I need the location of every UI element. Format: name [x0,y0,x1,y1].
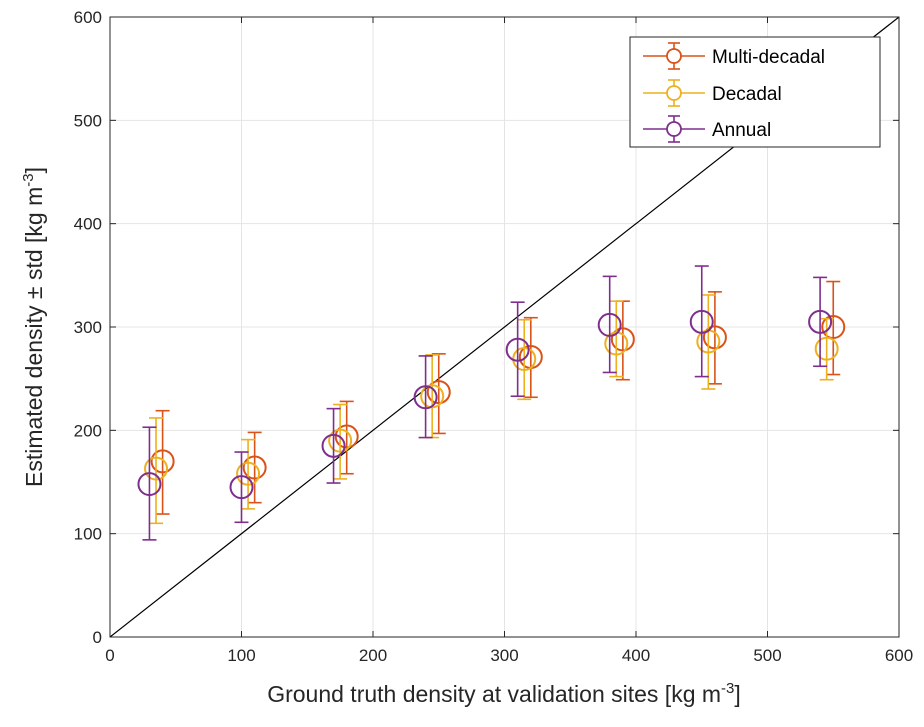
data-point [321,433,346,458]
x-axis-title-sup: -3 [721,680,734,697]
y-tick-label: 100 [74,525,102,544]
legend-label: Multi-decadal [712,47,825,68]
data-point [413,385,438,410]
x-axis-title: Ground truth density at validation sites… [267,680,741,707]
y-tick-label: 400 [74,215,102,234]
y-tick-label: 200 [74,421,102,440]
y-axis-title-end: ] [21,167,47,173]
data-point [426,380,451,405]
data-point [597,312,622,337]
data-point [610,327,635,352]
y-tick-label: 0 [93,628,102,647]
data-point [702,325,727,350]
data-point [689,309,714,334]
x-axis-title-end: ] [734,681,740,707]
data-point [242,455,267,480]
x-axis-ticks: 0 100 200 300 400 500 600 [105,17,913,665]
y-axis-title: Estimated density ± std [kg m-3] [20,167,47,487]
x-tick-label: 200 [359,646,387,665]
y-tick-label: 600 [74,8,102,27]
x-tick-label: 0 [105,646,114,665]
legend: Multi-decadal Decadal Annual [629,36,881,148]
series-decadal [144,294,839,525]
data-point [334,424,359,449]
y-axis-title-sup: -3 [20,173,37,186]
y-tick-label: 300 [74,318,102,337]
x-tick-label: 300 [490,646,518,665]
data-point [808,309,833,334]
legend-marker [666,48,682,64]
x-tick-label: 100 [227,646,255,665]
data-point [236,461,261,486]
legend-marker [666,121,682,137]
x-tick-label: 400 [622,646,650,665]
legend-label: Decadal [712,84,782,105]
x-axis-title-main: Ground truth density at validation sites… [267,681,721,707]
data-point [505,337,530,362]
y-axis-ticks: 0 100 200 300 400 500 600 [74,8,899,647]
data-point [229,475,254,500]
y-tick-label: 500 [74,111,102,130]
data-point [144,456,169,481]
data-point [821,315,846,339]
data-point [137,472,162,497]
legend-label: Annual [712,120,771,141]
series-layer [137,265,846,541]
data-point [328,428,353,453]
data-point [814,336,839,361]
data-point [150,449,175,474]
x-tick-label: 500 [753,646,781,665]
y-axis-title-main: Estimated density ± std [kg m [21,187,47,487]
series-annual [137,265,833,541]
legend-marker [666,85,682,101]
x-tick-label: 600 [885,646,913,665]
